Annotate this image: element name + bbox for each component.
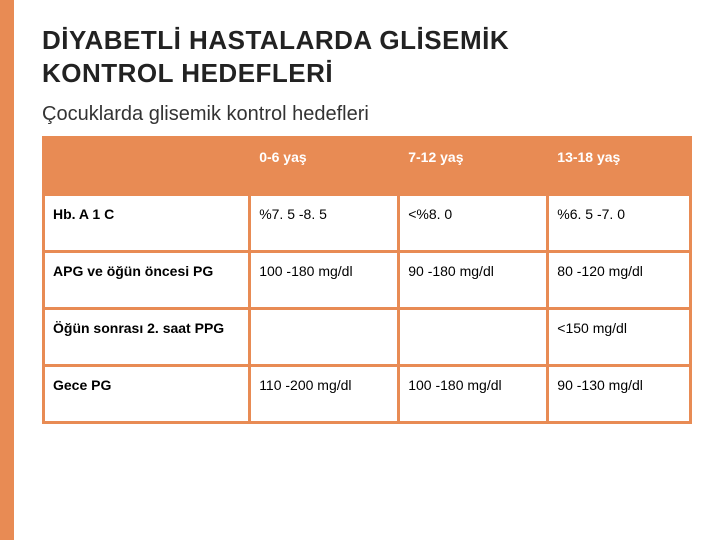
table-cell [251, 310, 397, 364]
row-label: Öğün sonrası 2. saat PPG [45, 310, 248, 364]
slide-title: DİYABETLİ HASTALARDA GLİSEMİK KONTROL HE… [42, 24, 692, 89]
table-cell [400, 310, 546, 364]
left-accent-bar [0, 0, 14, 540]
table-cell: <150 mg/dl [549, 310, 689, 364]
glycemic-targets-table: 0-6 yaş 7-12 yaş 13-18 yaş Hb. A 1 C %7.… [42, 136, 692, 424]
table-row: Hb. A 1 C %7. 5 -8. 5 <%8. 0 %6. 5 -7. 0 [45, 196, 689, 250]
table-cell: %7. 5 -8. 5 [251, 196, 397, 250]
title-line-1: DİYABETLİ HASTALARDA GLİSEMİK [42, 25, 509, 55]
table-cell: 90 -180 mg/dl [400, 253, 546, 307]
slide-content: DİYABETLİ HASTALARDA GLİSEMİK KONTROL HE… [14, 0, 720, 540]
row-label: Gece PG [45, 367, 248, 421]
table-header-col3: 13-18 yaş [549, 139, 689, 193]
slide-subtitle: Çocuklarda glisemik kontrol hedefleri [42, 103, 692, 126]
table-header-row: 0-6 yaş 7-12 yaş 13-18 yaş [45, 139, 689, 193]
table-header-col2: 7-12 yaş [400, 139, 546, 193]
title-line-2: KONTROL HEDEFLERİ [42, 58, 333, 88]
table-header-blank [45, 139, 248, 193]
table-cell: <%8. 0 [400, 196, 546, 250]
table-header-col1: 0-6 yaş [251, 139, 397, 193]
table-cell: 80 -120 mg/dl [549, 253, 689, 307]
table-cell: %6. 5 -7. 0 [549, 196, 689, 250]
table-cell: 100 -180 mg/dl [400, 367, 546, 421]
table-row: Gece PG 110 -200 mg/dl 100 -180 mg/dl 90… [45, 367, 689, 421]
table-cell: 90 -130 mg/dl [549, 367, 689, 421]
table-cell: 110 -200 mg/dl [251, 367, 397, 421]
table-row: Öğün sonrası 2. saat PPG <150 mg/dl [45, 310, 689, 364]
table-row: APG ve öğün öncesi PG 100 -180 mg/dl 90 … [45, 253, 689, 307]
row-label: APG ve öğün öncesi PG [45, 253, 248, 307]
table-cell: 100 -180 mg/dl [251, 253, 397, 307]
row-label: Hb. A 1 C [45, 196, 248, 250]
